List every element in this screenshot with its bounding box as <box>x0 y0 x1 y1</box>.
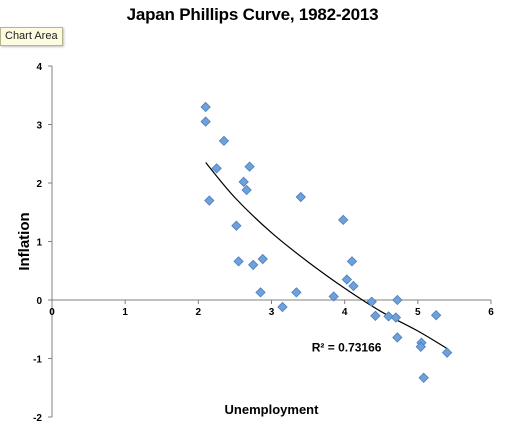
data-point[interactable] <box>255 287 266 298</box>
data-point[interactable] <box>291 287 302 298</box>
data-point[interactable] <box>341 274 353 285</box>
data-point[interactable] <box>338 214 349 226</box>
data-point[interactable] <box>418 372 429 383</box>
data-point[interactable] <box>231 220 242 231</box>
data-point[interactable] <box>295 191 306 203</box>
x-tick-label: 6 <box>488 307 494 318</box>
data-point[interactable] <box>415 341 426 352</box>
data-point[interactable] <box>257 253 268 265</box>
chart-area-tooltip: Chart Area <box>0 27 63 46</box>
data-point[interactable] <box>248 259 259 271</box>
x-tick-label: 1 <box>122 307 128 318</box>
data-point[interactable] <box>204 195 215 206</box>
y-tick-label: 1 <box>36 238 42 249</box>
x-axis-title: Unemployment <box>225 402 320 417</box>
y-tick-label: -2 <box>33 413 42 424</box>
r-squared-label: R² = 0.73166 <box>312 340 382 354</box>
x-tick-label: 3 <box>269 307 275 318</box>
chart-title: Japan Phillips Curve, 1982-2013 <box>126 5 379 24</box>
x-tick-label: 4 <box>342 307 348 318</box>
data-point[interactable] <box>277 301 288 313</box>
data-point[interactable] <box>348 280 359 292</box>
data-point[interactable] <box>392 332 403 343</box>
y-tick-label: 0 <box>36 296 42 307</box>
y-tick-label: 3 <box>36 121 42 132</box>
data-point[interactable] <box>370 310 381 321</box>
x-tick-label: 5 <box>415 307 421 318</box>
y-tick-label: 2 <box>36 179 42 190</box>
data-point[interactable] <box>441 347 453 358</box>
y-tick-label: -1 <box>33 355 42 366</box>
data-point[interactable] <box>233 256 244 267</box>
trendline <box>205 162 448 350</box>
x-tick-label: 2 <box>196 307 202 318</box>
data-point[interactable] <box>211 163 222 174</box>
x-tick-label: 0 <box>49 307 55 318</box>
data-point[interactable] <box>390 312 402 323</box>
data-point[interactable] <box>430 310 442 321</box>
data-point[interactable] <box>218 135 230 147</box>
data-point[interactable] <box>244 161 255 172</box>
data-point[interactable] <box>238 176 249 187</box>
y-tick-label: 4 <box>36 62 42 73</box>
data-point[interactable] <box>241 184 252 196</box>
data-point[interactable] <box>346 256 358 267</box>
data-point[interactable] <box>200 116 211 127</box>
data-point[interactable] <box>383 311 394 322</box>
data-point[interactable] <box>200 101 211 113</box>
data-point[interactable] <box>366 296 377 307</box>
data-point[interactable] <box>328 291 339 302</box>
data-point[interactable] <box>392 294 403 306</box>
y-axis-title: Inflation <box>16 212 33 270</box>
